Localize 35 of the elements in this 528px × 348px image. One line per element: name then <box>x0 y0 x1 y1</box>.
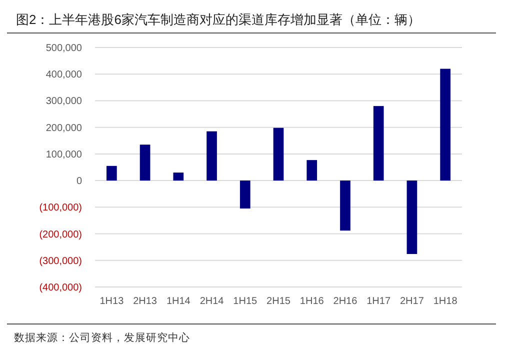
y-tick-label: 300,000 <box>46 96 82 108</box>
bar <box>340 180 350 231</box>
y-tick-label: 100,000 <box>46 149 82 160</box>
x-tick-label: 1H14 <box>166 296 191 307</box>
x-tick-label: 1H18 <box>433 296 458 307</box>
y-tick-label: (100,000) <box>39 202 82 214</box>
bar <box>106 166 117 181</box>
bar <box>273 128 284 181</box>
x-tick-label: 1H17 <box>366 296 391 307</box>
bar <box>373 106 384 181</box>
bar <box>206 131 217 181</box>
y-tick-label: 0 <box>76 176 82 188</box>
bar <box>173 172 184 181</box>
y-tick-label: (300,000) <box>39 256 82 267</box>
y-tick-label: 500,000 <box>46 43 82 54</box>
bar <box>306 160 318 181</box>
x-tick-label: 2H17 <box>400 296 424 307</box>
x-tick-label: 2H15 <box>266 296 291 307</box>
y-tick-label: 200,000 <box>46 122 82 134</box>
bar <box>240 180 250 208</box>
x-tick-label: 1H16 <box>300 296 324 307</box>
x-tick-label: 2H16 <box>333 296 358 307</box>
plot: (400,000) (300,000) (200,000) (100,000) 0 100,000 200,000 300,000 400,000 500,000 1H13 2H13 1H14 2H14 1H15 2H15 1H16 2H16 1H17 2H17 1H18 <box>39 43 462 307</box>
y-tick-label: 400,000 <box>46 70 82 81</box>
source-note: 数据来源：公司资料，发展研究中心 <box>14 331 190 344</box>
y-tick-label: (200,000) <box>39 229 82 240</box>
y-tick-label: (400,000) <box>39 282 82 294</box>
chart-title: 图2：上半年港股6家汽车制造商对应的渠道库存增加显著（单位：辆） <box>16 12 420 27</box>
x-tick-label: 1H13 <box>100 296 124 307</box>
x-tick-label: 1H15 <box>233 296 258 307</box>
bar <box>440 68 450 181</box>
bar <box>140 144 150 181</box>
bar <box>406 180 418 254</box>
x-tick-label: 2H14 <box>200 296 224 307</box>
x-tick-label: 2H13 <box>133 296 158 307</box>
